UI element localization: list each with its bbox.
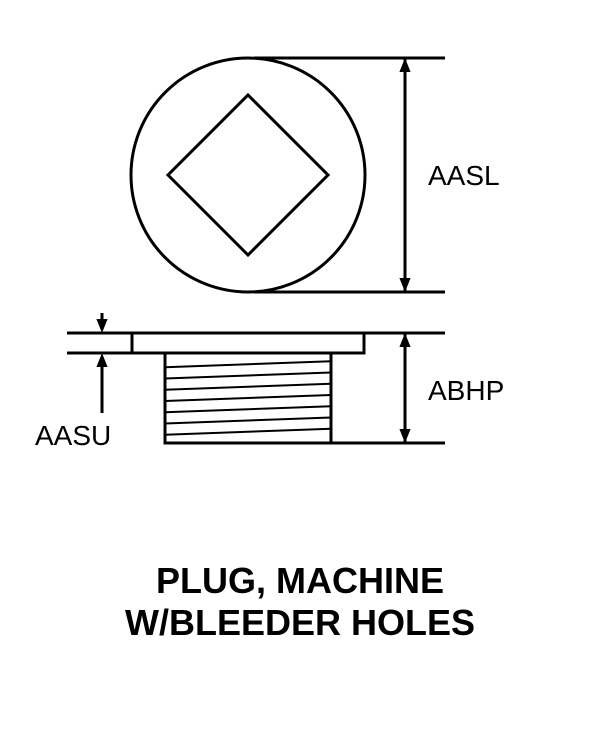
label-aasu: AASU (35, 420, 111, 451)
engineering-diagram: AASL ABHP AASU (0, 0, 600, 570)
label-aasl: AASL (428, 160, 500, 191)
side-view-head (132, 333, 364, 353)
diagram-container: AASL ABHP AASU PLUG, MACHINE W/BLEEDER HOL… (0, 0, 600, 750)
title-line-2: W/BLEEDER HOLES (0, 602, 600, 644)
diagram-title: PLUG, MACHINE W/BLEEDER HOLES (0, 560, 600, 644)
label-abhp: ABHP (428, 375, 504, 406)
title-line-1: PLUG, MACHINE (0, 560, 600, 602)
